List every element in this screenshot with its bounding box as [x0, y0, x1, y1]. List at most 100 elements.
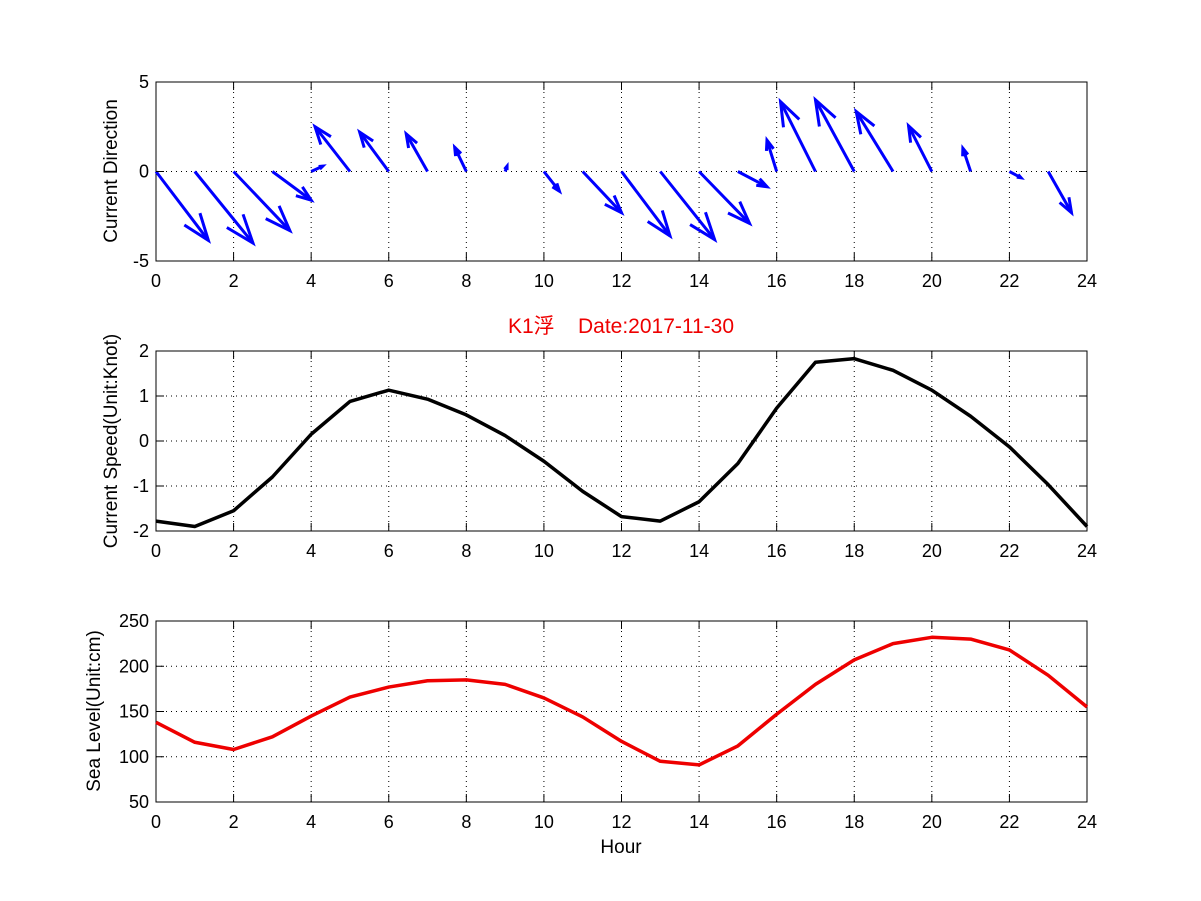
arrow-head — [295, 186, 315, 203]
arrow-head — [312, 123, 332, 146]
arrow-head — [727, 200, 753, 227]
arrow-shaft — [659, 170, 716, 241]
arrow-shaft — [620, 170, 672, 237]
arrow-head — [689, 211, 718, 243]
current-speed-xtick-label: 14 — [689, 541, 709, 561]
current-direction-xtick-label: 6 — [384, 271, 394, 291]
sea-level-xtick-label: 8 — [461, 812, 471, 832]
sea-level-xtick-label: 4 — [306, 812, 316, 832]
current-speed-xtick-label: 0 — [151, 541, 161, 561]
current-speed-ytick-label: 0 — [139, 431, 149, 451]
arrow-head — [1016, 173, 1025, 180]
current-speed-xtick-label: 22 — [999, 541, 1019, 561]
sea-level-xtick-label: 2 — [229, 812, 239, 832]
arrow-shaft — [404, 133, 429, 173]
current-direction-arrows — [154, 96, 1074, 247]
current-speed-xtick-label: 20 — [922, 541, 942, 561]
arrow-head — [265, 205, 293, 234]
arrow-head — [357, 128, 374, 149]
arrow-shaft — [193, 170, 255, 245]
sea-level-xlabel: Hour — [600, 837, 642, 858]
current-direction-xtick-label: 24 — [1077, 271, 1097, 291]
direction-arrow — [581, 170, 625, 216]
direction-arrow — [357, 128, 390, 173]
sea-level-ylabel: Sea Level(Unit:cm) — [84, 630, 105, 792]
current-speed-ytick-label: 2 — [139, 341, 149, 361]
direction-arrow — [1046, 170, 1074, 217]
arrow-head — [551, 182, 563, 195]
current-speed-ytick-label: 1 — [139, 386, 149, 406]
sea-level-xtick-label: 20 — [922, 812, 942, 832]
sea-level-grid — [156, 621, 1087, 802]
direction-arrow — [271, 170, 315, 203]
arrow-shaft — [779, 101, 817, 173]
arrow-shaft — [232, 170, 291, 232]
sea-level-xtick-label: 22 — [999, 812, 1019, 832]
current-direction-xtick-label: 16 — [767, 271, 787, 291]
direction-arrow — [154, 170, 212, 244]
arrow-head — [1058, 197, 1074, 217]
direction-arrow — [853, 107, 895, 173]
direction-arrow — [659, 170, 718, 243]
arrow-shaft — [313, 125, 352, 173]
current-direction-ytick-label: -5 — [133, 251, 149, 271]
direction-arrow — [542, 170, 563, 195]
current-direction-panel: 0 2 4 6 8 10 12 14 16 18 20 22 24-505 Current Direct… — [101, 72, 1097, 291]
arrow-head — [778, 97, 801, 128]
arrow-shaft — [453, 146, 468, 173]
sea-level-xtick-label: 18 — [844, 812, 864, 832]
direction-arrow — [503, 162, 509, 173]
sea-level-series-line — [155, 635, 1089, 767]
direction-arrow — [1008, 170, 1025, 180]
current-speed-series-line — [155, 356, 1089, 529]
arrow-head — [452, 143, 463, 157]
arrow-head — [318, 164, 327, 171]
direction-arrow — [906, 121, 934, 173]
sea-level-ytick-label: 200 — [119, 656, 149, 676]
current-speed-xtick-label: 16 — [767, 541, 787, 561]
arrow-shaft — [1046, 170, 1073, 214]
direction-arrow — [452, 143, 468, 173]
current-speed-xtick-label: 24 — [1077, 541, 1097, 561]
arrow-head — [906, 121, 922, 143]
sea-level-line — [155, 635, 1089, 767]
current-direction-xtick-label: 18 — [844, 271, 864, 291]
sea-level-ytick-label: 50 — [129, 792, 149, 812]
current-speed-line — [155, 356, 1089, 529]
sea-level-ytick-label: 100 — [119, 747, 149, 767]
direction-arrow — [232, 170, 293, 234]
arrow-head — [961, 144, 970, 157]
current-speed-ylabel: Current Speed(Unit:Knot) — [101, 334, 122, 548]
direction-arrow — [310, 164, 327, 173]
arrow-head — [604, 194, 625, 216]
current-direction-xtick-label: 22 — [999, 271, 1019, 291]
current-speed-xtick-label: 2 — [229, 541, 239, 561]
arrow-head — [226, 213, 256, 247]
current-speed-xtick-label: 10 — [534, 541, 554, 561]
direction-arrow — [312, 123, 352, 173]
arrow-shaft — [271, 170, 313, 202]
current-speed-xtick-label: 8 — [461, 541, 471, 561]
sea-level-xtick-label: 24 — [1077, 812, 1097, 832]
sea-level-xtick-label: 6 — [384, 812, 394, 832]
current-direction-ytick-label: 0 — [139, 162, 149, 182]
arrow-head — [756, 177, 771, 189]
current-direction-xtick-label: 2 — [229, 271, 239, 291]
sea-level-xtick-label: 16 — [767, 812, 787, 832]
current-direction-xtick-label: 14 — [689, 271, 709, 291]
arrow-shaft — [854, 110, 895, 173]
arrow-head — [764, 135, 775, 152]
current-direction-ytick-label: 5 — [139, 72, 149, 92]
arrow-head — [183, 212, 212, 244]
current-direction-xtick-label: 10 — [534, 271, 554, 291]
current-speed-panel: K1浮 Date:2017-11-30 0 2 4 6 8 10 12 14 16 18 20 22 2… — [101, 315, 1097, 561]
direction-arrow — [778, 97, 817, 173]
direction-arrow — [813, 96, 856, 173]
arrow-shaft — [814, 99, 856, 173]
current-direction-xtick-label: 8 — [461, 271, 471, 291]
sea-level-xtick-label: 10 — [534, 812, 554, 832]
